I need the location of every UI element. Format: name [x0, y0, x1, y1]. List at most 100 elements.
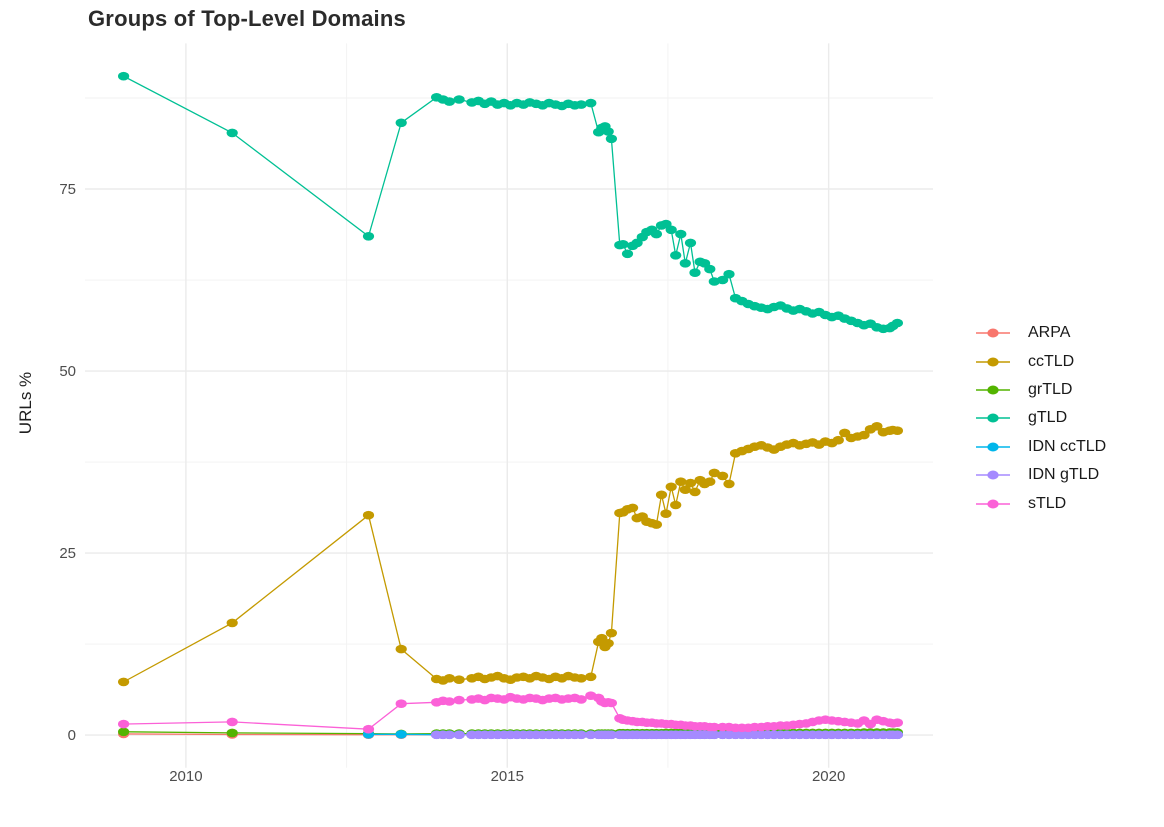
data-point-ccTLD	[871, 422, 883, 431]
x-tick-label: 2010	[169, 768, 202, 785]
legend-label: gTLD	[1028, 409, 1068, 427]
y-tick-label: 0	[68, 727, 76, 744]
legend-label: IDN gTLD	[1028, 466, 1100, 484]
legend-key-icon	[976, 442, 1010, 452]
data-point-ccTLD	[605, 628, 618, 638]
data-point-grTLD	[226, 728, 238, 738]
data-point-ccTLD	[585, 672, 597, 682]
data-point-IDN gTLD	[575, 730, 587, 740]
data-point-grTLD	[118, 727, 130, 737]
data-point-gTLD	[717, 275, 729, 285]
data-point-sTLD	[575, 695, 587, 704]
data-point-gTLD	[395, 118, 407, 128]
data-point-gTLD	[704, 264, 716, 274]
legend-item-ccTLD: ccTLD	[975, 347, 1106, 375]
legend-key-icon	[976, 499, 1010, 509]
data-point-ccTLD	[858, 430, 870, 440]
data-point-gTLD	[575, 100, 587, 109]
data-point-sTLD	[118, 719, 130, 729]
x-tick-label: 2015	[491, 768, 524, 785]
chart-title: Groups of Top-Level Domains	[88, 6, 406, 31]
data-point-ccTLD	[670, 500, 682, 510]
data-point-sTLD	[708, 722, 720, 732]
data-point-ccTLD	[723, 479, 735, 489]
data-point-IDN gTLD	[443, 730, 455, 740]
data-point-gTLD	[665, 225, 677, 235]
y-tick-label: 50	[59, 363, 76, 380]
data-point-gTLD	[617, 240, 629, 249]
data-point-ccTLD	[443, 674, 455, 683]
data-point-gTLD	[684, 238, 697, 248]
data-point-gTLD	[689, 268, 701, 278]
data-point-ccTLD	[627, 503, 639, 513]
data-point-ccTLD	[717, 471, 729, 481]
data-point-ccTLD	[362, 510, 375, 520]
data-point-ccTLD	[679, 485, 691, 495]
data-point-gTLD	[602, 127, 614, 136]
data-point-ccTLD	[708, 468, 720, 478]
series-line-ccTLD	[123, 425, 898, 683]
data-point-sTLD	[891, 718, 904, 727]
data-point-ccTLD	[660, 509, 672, 518]
data-point-ccTLD	[650, 520, 663, 529]
data-point-IDN ccTLD	[395, 730, 407, 739]
data-point-ccTLD	[395, 644, 407, 654]
data-point-sTLD	[395, 699, 407, 708]
legend-item-grTLD: grTLD	[975, 376, 1106, 404]
x-tick-label: 2020	[812, 768, 845, 785]
data-point-sTLD	[226, 717, 238, 727]
data-point-ccTLD	[891, 426, 904, 436]
legend-label: ARPA	[1028, 324, 1071, 342]
data-point-gTLD	[605, 134, 618, 144]
data-point-sTLD	[443, 697, 455, 706]
data-point-gTLD	[443, 97, 455, 106]
data-point-sTLD	[362, 724, 375, 734]
data-point-IDN gTLD	[708, 730, 720, 740]
data-point-IDN gTLD	[585, 730, 597, 740]
legend-item-IDN-ccTLD: IDN ccTLD	[975, 433, 1106, 461]
data-point-ccTLD	[832, 435, 844, 445]
y-tick-label: 25	[59, 545, 76, 562]
data-point-gTLD	[453, 95, 465, 104]
data-point-sTLD	[605, 698, 618, 708]
data-point-ccTLD	[575, 674, 587, 683]
data-point-IDN gTLD	[891, 730, 904, 740]
data-point-gTLD	[621, 249, 634, 259]
legend-label: grTLD	[1028, 380, 1073, 398]
legend-key-icon	[976, 385, 1010, 395]
data-point-gTLD	[675, 229, 687, 239]
legend-label: sTLD	[1028, 494, 1067, 512]
data-point-gTLD	[118, 71, 130, 81]
legend-key-icon	[976, 357, 1010, 367]
data-point-gTLD	[226, 128, 238, 138]
data-point-ccTLD	[226, 618, 238, 628]
legend: ARPA ccTLD grTLD gTLD IDN ccTLD IDN gTLD sTLD	[975, 319, 1106, 518]
data-point-ccTLD	[118, 677, 130, 687]
data-point-gTLD	[585, 98, 597, 108]
data-point-gTLD	[679, 259, 691, 268]
data-point-gTLD	[891, 318, 904, 328]
series-line-gTLD	[123, 75, 898, 330]
data-point-gTLD	[362, 232, 375, 241]
data-point-ccTLD	[689, 487, 701, 497]
y-tick-label: 75	[59, 181, 76, 198]
legend-item-sTLD: sTLD	[975, 489, 1106, 517]
data-point-IDN gTLD	[453, 730, 465, 740]
legend-key-icon	[976, 328, 1010, 338]
legend-item-gTLD: gTLD	[975, 404, 1106, 432]
data-point-ccTLD	[655, 490, 668, 500]
legend-item-ARPA: ARPA	[975, 319, 1106, 347]
legend-key-icon	[976, 413, 1010, 423]
data-point-ccTLD	[684, 478, 697, 488]
data-point-gTLD	[650, 229, 663, 239]
data-point-gTLD	[723, 269, 735, 279]
data-point-ccTLD	[602, 639, 614, 648]
legend-item-IDN-gTLD: IDN gTLD	[975, 461, 1106, 489]
data-point-sTLD	[453, 695, 465, 705]
data-point-ccTLD	[704, 477, 716, 487]
data-point-gTLD	[670, 251, 682, 260]
data-point-ccTLD	[675, 477, 687, 487]
legend-label: IDN ccTLD	[1028, 437, 1107, 455]
